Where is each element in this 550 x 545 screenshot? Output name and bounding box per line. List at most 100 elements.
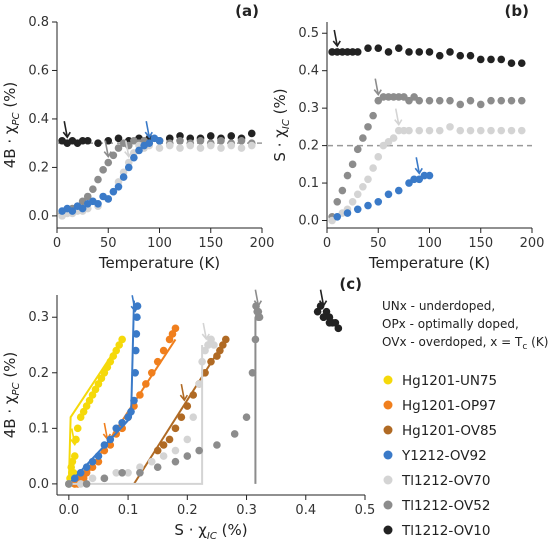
data-point: [85, 396, 94, 405]
data-point: [133, 313, 141, 322]
data-point: [487, 55, 495, 64]
data-point: [171, 324, 180, 333]
panel-label: (c): [339, 275, 362, 293]
data-point: [159, 452, 168, 460]
data-point: [242, 413, 251, 422]
x-tick-label: 200: [250, 236, 275, 251]
data-point: [254, 307, 263, 316]
data-point: [94, 452, 103, 460]
data-point: [517, 126, 526, 135]
data-point: [230, 430, 239, 438]
data-point: [89, 185, 97, 194]
transition-arrow: [62, 121, 71, 139]
transition-arrow: [144, 121, 153, 139]
transition-arrow: [103, 140, 112, 158]
data-point: [425, 171, 434, 180]
data-point: [104, 158, 113, 167]
data-point: [159, 346, 168, 355]
data-point: [135, 146, 143, 155]
data-point: [100, 474, 109, 483]
x-tick-label: 150: [468, 236, 493, 251]
x-tick-label: 150: [198, 236, 223, 251]
data-point: [153, 446, 162, 455]
data-point: [456, 100, 465, 109]
data-point: [130, 396, 138, 405]
data-point: [456, 51, 465, 60]
data-point: [171, 446, 180, 455]
x-tick-label: 0: [53, 236, 61, 251]
data-point: [227, 132, 236, 140]
data-point: [94, 139, 102, 147]
data-point: [201, 346, 209, 355]
data-point: [364, 175, 372, 184]
data-point: [176, 144, 184, 152]
data-point: [394, 186, 403, 195]
transition-arrow: [201, 322, 210, 341]
y-tick-label: 0.8: [28, 15, 49, 30]
data-point: [353, 48, 362, 56]
series-2: [58, 140, 256, 220]
data-point: [114, 183, 123, 191]
y-tick-label: 0.3: [298, 101, 319, 116]
data-point: [189, 391, 198, 399]
data-point: [222, 335, 230, 344]
data-point: [114, 144, 123, 152]
data-point: [369, 111, 377, 120]
data-point: [130, 153, 138, 162]
x-tick-label: 0.4: [295, 503, 316, 518]
data-point: [109, 151, 118, 160]
data-point: [415, 126, 424, 135]
y-tick-label: 0.4: [298, 64, 319, 79]
data-point: [206, 141, 215, 150]
data-point: [201, 368, 209, 377]
data-point: [155, 144, 164, 152]
y-axis-label: 4B · χPC (%): [1, 82, 22, 169]
data-point: [109, 187, 118, 196]
data-point: [369, 164, 377, 172]
data-point: [109, 352, 118, 360]
data-point: [131, 368, 139, 377]
data-point: [68, 457, 77, 466]
x-tick-label: 200: [520, 236, 545, 251]
panel-c: 0.0 0.1 0.2 0.3 0.4 0.5 0.0 0.1 0.2 0.3 (c) S · χIC…: [1, 275, 375, 542]
data-point: [195, 380, 203, 388]
note-line-3: OVx - overdoped, x = Tc (K): [382, 335, 548, 352]
data-point: [171, 424, 180, 433]
data-point: [112, 346, 121, 355]
data-point: [124, 413, 132, 422]
note-line-3-unit: (K): [527, 335, 548, 349]
data-point: [364, 123, 372, 131]
panel-label: (b): [505, 2, 529, 20]
y-tick-label: 0.2: [298, 139, 319, 154]
series-3: [65, 295, 142, 488]
data-point: [78, 204, 87, 213]
legend-label: Hg1201-OV85: [402, 423, 497, 439]
data-point: [147, 368, 156, 377]
data-point: [195, 446, 203, 455]
data-point: [82, 463, 91, 472]
data-point: [415, 48, 424, 56]
data-point: [118, 335, 126, 344]
legend-marker: [383, 500, 393, 510]
data-point: [198, 357, 206, 366]
transition-arrow: [130, 295, 139, 313]
data-point: [88, 474, 97, 483]
data-point: [106, 441, 115, 449]
series-5: [65, 289, 264, 488]
data-point: [88, 391, 97, 399]
data-point: [94, 199, 102, 208]
legend-label: Y1212-OV92: [401, 448, 487, 464]
data-point: [119, 173, 128, 181]
legend-marker: [383, 400, 393, 410]
legend-marker: [383, 475, 393, 485]
data-point: [165, 141, 174, 150]
data-point: [124, 163, 133, 172]
data-point: [497, 96, 506, 105]
note-line-1: UNx - underdoped,: [382, 299, 495, 313]
x-tick-label: 100: [147, 236, 172, 251]
data-point: [106, 435, 115, 444]
legend: Hg1201-UN75 Hg1201-OP97 Hg1201-OV85 Y1212-O…: [383, 373, 497, 539]
data-point: [196, 136, 205, 145]
legend-label: Tl1212-OV70: [401, 473, 490, 489]
data-point: [507, 126, 516, 135]
